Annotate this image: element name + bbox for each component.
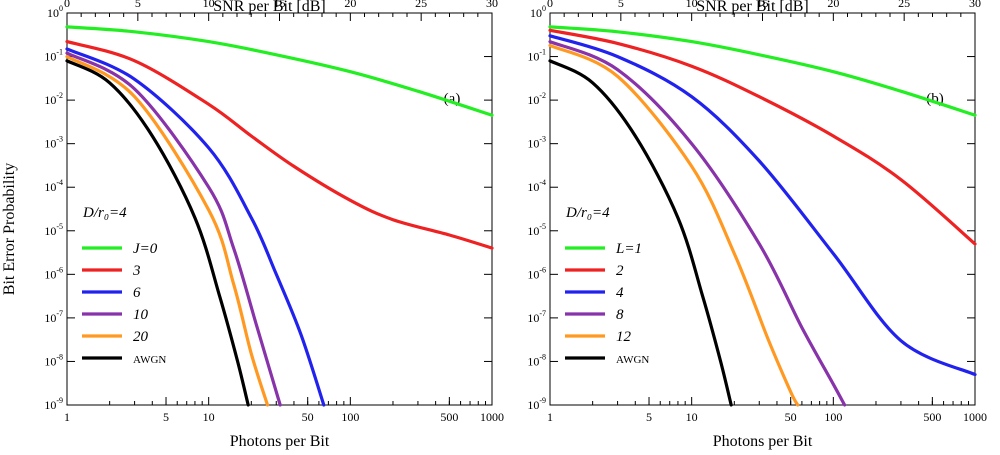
x-tick-label: 50	[302, 410, 314, 424]
y-tick-label: 10-9	[44, 396, 63, 412]
series-line-2	[548, 28, 977, 246]
y-tick-label: 10-3	[527, 135, 546, 151]
x2-tick-label: 15	[274, 0, 286, 10]
x2-tick-label: 30	[486, 0, 498, 10]
y-tick-label: 10-7	[527, 309, 546, 325]
y-tick-label: 10-4	[44, 178, 63, 194]
x2-tick-label: 20	[344, 0, 356, 10]
x-tick-label: 50	[785, 410, 797, 424]
plot-frame	[66, 12, 493, 406]
series-line-2	[65, 40, 494, 250]
x2-tick-label: 10	[686, 0, 698, 10]
x2-tick-label: 10	[203, 0, 215, 10]
y-tick-label: 10-6	[527, 265, 546, 281]
y-tick-label: 100	[530, 4, 546, 20]
legend-label-6: AWGN	[616, 354, 649, 366]
parameter-label: D/r₀=4	[82, 205, 127, 221]
y-tick-label: 10-1	[527, 48, 546, 64]
series-line-6	[65, 59, 250, 407]
x-axis-title: Photons per Bit	[230, 433, 330, 450]
parameter-label: D/r₀=4	[565, 205, 610, 221]
y-tick-label: 100	[47, 4, 63, 20]
x-tick-label: 10	[203, 410, 215, 424]
series-line-6	[548, 59, 733, 407]
x-tick-label: 500	[440, 410, 458, 424]
y-tick-label: 10-8	[44, 352, 63, 368]
y-tick-label: 10-1	[44, 48, 63, 64]
legend-label-6: AWGN	[133, 354, 166, 366]
x-tick-label: 500	[923, 410, 941, 424]
x-tick-label: 1000	[963, 410, 987, 424]
y-tick-label: 10-8	[527, 352, 546, 368]
x2-tick-label: 5	[618, 0, 624, 10]
x2-axis-title: SNR per Bit [dB]	[213, 0, 325, 15]
y-tick-label: 10-5	[527, 222, 546, 238]
x-tick-label: 1	[64, 410, 70, 424]
x2-tick-label: 15	[757, 0, 769, 10]
x2-tick-label: 25	[415, 0, 427, 10]
series-line-1	[65, 25, 494, 117]
legend: L=1 2 4 8 12 AWGN	[565, 241, 649, 366]
x2-tick-label: 25	[898, 0, 910, 10]
legend: J=0 3 6 10 20 AWGN	[82, 241, 166, 366]
x-tick-label: 1	[547, 410, 553, 424]
x-tick-label: 100	[341, 410, 359, 424]
series-line-4	[548, 40, 847, 407]
x-tick-label: 10	[686, 410, 698, 424]
x2-tick-label: 0	[64, 0, 70, 10]
x-tick-label: 100	[824, 410, 842, 424]
legend-label-5: 20	[133, 329, 149, 345]
legend-label-4: 8	[616, 307, 624, 323]
x2-tick-label: 30	[969, 0, 981, 10]
series-line-5	[65, 55, 270, 407]
series-line-3	[65, 47, 326, 407]
y-axis-title: Bit Error Probability	[1, 163, 18, 295]
series-group	[65, 25, 494, 407]
y-tick-label: 10-9	[527, 396, 546, 412]
x2-tick-label: 0	[547, 0, 553, 10]
y-tick-label: 10-6	[44, 265, 63, 281]
legend-label-5: 12	[616, 329, 632, 345]
x2-axis-title: SNR per Bit [dB]	[696, 0, 808, 15]
legend-label-2: 3	[132, 263, 141, 279]
y-tick-label: 10-4	[527, 178, 546, 194]
series-line-4	[65, 51, 282, 407]
x2-tick-label: 20	[827, 0, 839, 10]
x-tick-label: 1000	[480, 410, 504, 424]
x-axis-title: Photons per Bit	[713, 433, 813, 450]
x-tick-label: 5	[646, 410, 652, 424]
series-group	[548, 25, 977, 407]
x2-tick-label: 5	[135, 0, 141, 10]
y-tick-label: 10-2	[44, 91, 63, 107]
series-line-5	[548, 43, 800, 407]
legend-label-3: 6	[133, 285, 141, 301]
legend-label-2: 2	[616, 263, 624, 279]
series-line-3	[548, 34, 977, 377]
legend-label-1: L=1	[615, 241, 642, 257]
y-tick-label: 10-3	[44, 135, 63, 151]
legend-label-3: 4	[616, 285, 624, 301]
y-tick-label: 10-7	[44, 309, 63, 325]
series-line-1	[548, 25, 977, 117]
legend-label-1: J=0	[133, 241, 158, 257]
x-tick-label: 5	[163, 410, 169, 424]
y-tick-label: 10-5	[44, 222, 63, 238]
legend-label-4: 10	[133, 307, 149, 323]
y-tick-label: 10-2	[527, 91, 546, 107]
